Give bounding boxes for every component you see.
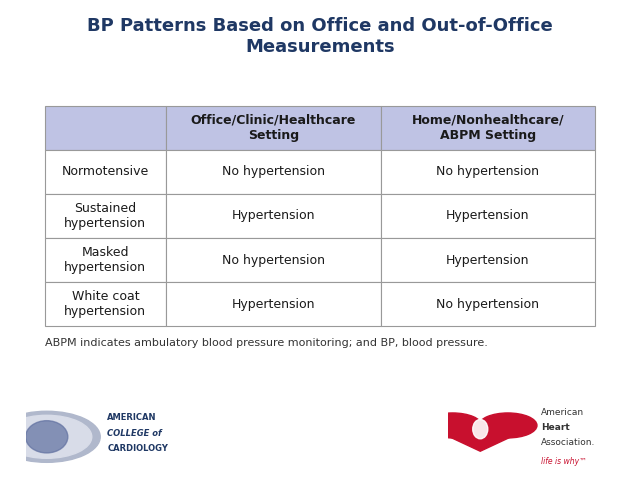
- Text: ABPM indicates ambulatory blood pressure monitoring; and BP, blood pressure.: ABPM indicates ambulatory blood pressure…: [45, 338, 488, 348]
- Text: American: American: [541, 408, 584, 417]
- Text: No hypertension: No hypertension: [436, 165, 540, 179]
- Circle shape: [424, 413, 482, 438]
- Text: Heart: Heart: [541, 423, 570, 432]
- Polygon shape: [425, 425, 536, 451]
- Text: Sustained
hypertension: Sustained hypertension: [65, 202, 147, 230]
- Text: Hypertension: Hypertension: [232, 209, 315, 223]
- Text: Home/Nonhealthcare/
ABPM Setting: Home/Nonhealthcare/ ABPM Setting: [412, 114, 564, 142]
- Text: COLLEGE of: COLLEGE of: [108, 429, 162, 438]
- Circle shape: [479, 413, 537, 438]
- Text: Hypertension: Hypertension: [446, 209, 530, 223]
- Circle shape: [0, 411, 100, 462]
- Text: Normotensive: Normotensive: [61, 165, 149, 179]
- Text: Association.: Association.: [541, 438, 596, 447]
- Text: White coat
hypertension: White coat hypertension: [65, 290, 147, 318]
- Text: Office/Clinic/Healthcare
Setting: Office/Clinic/Healthcare Setting: [191, 114, 356, 142]
- Text: Hypertension: Hypertension: [446, 253, 530, 267]
- Circle shape: [2, 415, 92, 458]
- Text: No hypertension: No hypertension: [436, 298, 540, 311]
- Text: BP Patterns Based on Office and Out-of-Office
Measurements: BP Patterns Based on Office and Out-of-O…: [87, 17, 553, 56]
- Text: No hypertension: No hypertension: [221, 253, 324, 267]
- Text: No hypertension: No hypertension: [221, 165, 324, 179]
- Text: Masked
hypertension: Masked hypertension: [65, 246, 147, 274]
- Text: Hypertension: Hypertension: [232, 298, 315, 311]
- Text: CARDIOLOGY: CARDIOLOGY: [108, 444, 168, 454]
- Text: life is why™: life is why™: [541, 457, 587, 466]
- Text: AMERICAN: AMERICAN: [108, 413, 157, 422]
- Ellipse shape: [26, 420, 68, 453]
- Ellipse shape: [473, 420, 488, 439]
